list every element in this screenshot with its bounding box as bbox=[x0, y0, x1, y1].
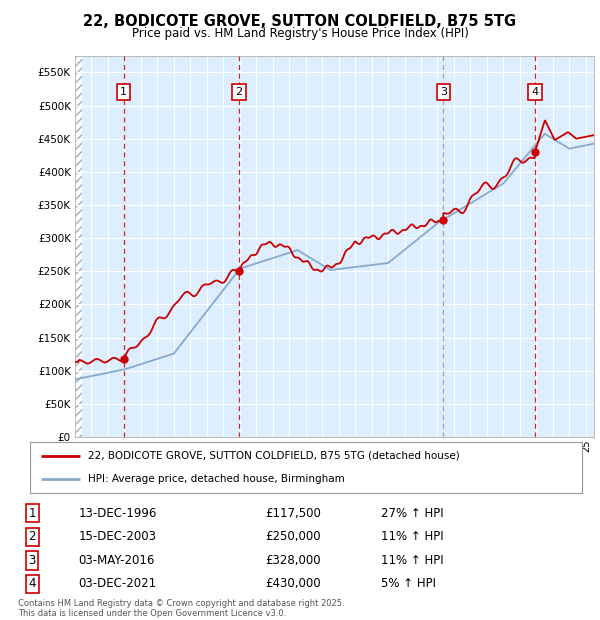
Text: 15-DEC-2003: 15-DEC-2003 bbox=[78, 531, 156, 543]
Text: 5% ↑ HPI: 5% ↑ HPI bbox=[380, 577, 436, 590]
Text: 03-MAY-2016: 03-MAY-2016 bbox=[78, 554, 155, 567]
Text: £250,000: £250,000 bbox=[265, 531, 321, 543]
Text: 2: 2 bbox=[235, 87, 242, 97]
Text: Price paid vs. HM Land Registry's House Price Index (HPI): Price paid vs. HM Land Registry's House … bbox=[131, 27, 469, 40]
Text: 3: 3 bbox=[440, 87, 447, 97]
Text: 11% ↑ HPI: 11% ↑ HPI bbox=[380, 554, 443, 567]
Bar bbox=[75, 56, 82, 437]
Text: 4: 4 bbox=[532, 87, 539, 97]
Text: HPI: Average price, detached house, Birmingham: HPI: Average price, detached house, Birm… bbox=[88, 474, 345, 484]
Text: 27% ↑ HPI: 27% ↑ HPI bbox=[380, 507, 443, 520]
Text: 4: 4 bbox=[28, 577, 36, 590]
Text: 22, BODICOTE GROVE, SUTTON COLDFIELD, B75 5TG (detached house): 22, BODICOTE GROVE, SUTTON COLDFIELD, B7… bbox=[88, 451, 460, 461]
Text: £328,000: £328,000 bbox=[265, 554, 321, 567]
Text: 11% ↑ HPI: 11% ↑ HPI bbox=[380, 531, 443, 543]
Text: £430,000: £430,000 bbox=[265, 577, 321, 590]
Text: 3: 3 bbox=[28, 554, 36, 567]
Text: 1: 1 bbox=[120, 87, 127, 97]
Text: 2: 2 bbox=[28, 531, 36, 543]
Text: 03-DEC-2021: 03-DEC-2021 bbox=[78, 577, 157, 590]
Text: 1: 1 bbox=[28, 507, 36, 520]
Text: £117,500: £117,500 bbox=[265, 507, 322, 520]
Text: Contains HM Land Registry data © Crown copyright and database right 2025.
This d: Contains HM Land Registry data © Crown c… bbox=[18, 599, 344, 618]
Text: 13-DEC-1996: 13-DEC-1996 bbox=[78, 507, 157, 520]
Text: 22, BODICOTE GROVE, SUTTON COLDFIELD, B75 5TG: 22, BODICOTE GROVE, SUTTON COLDFIELD, B7… bbox=[83, 14, 517, 29]
